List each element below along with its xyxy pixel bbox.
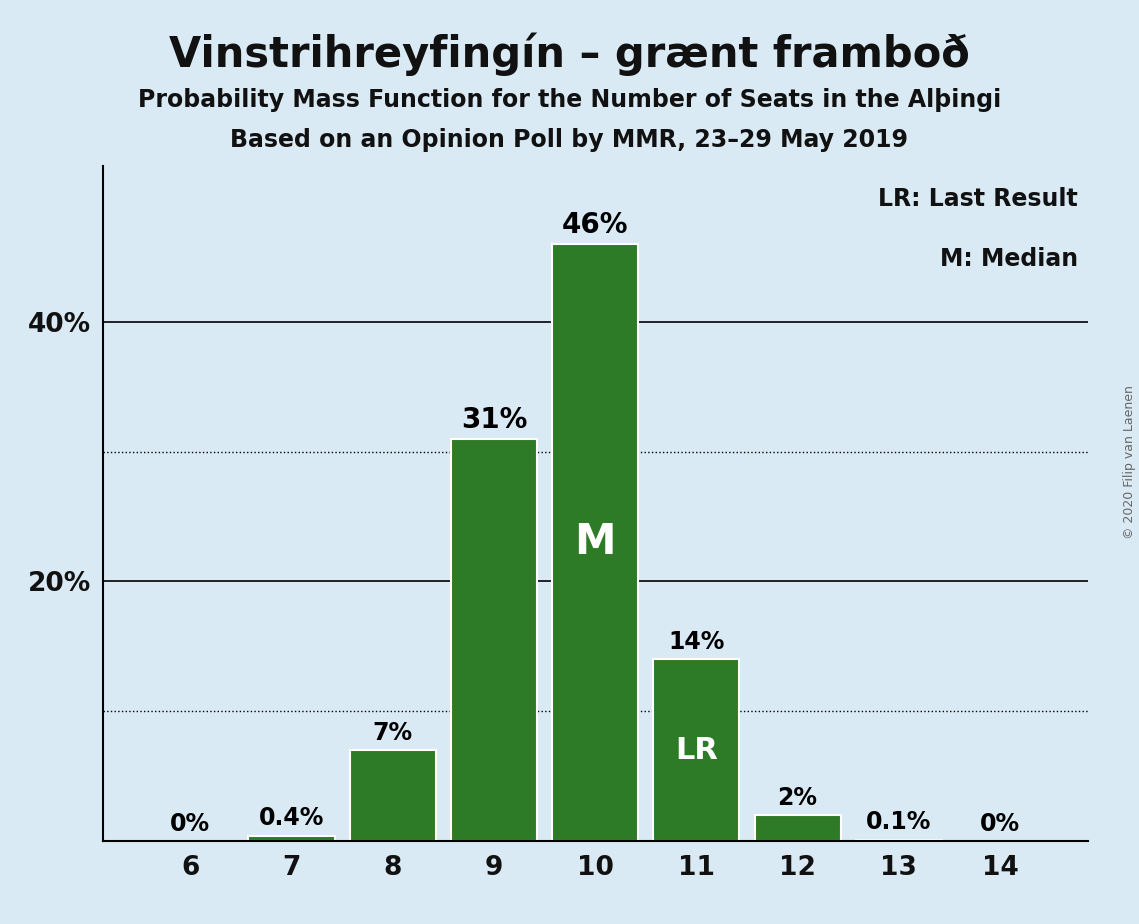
Text: M: Median: M: Median <box>940 248 1077 272</box>
Bar <box>754 815 841 841</box>
Text: Vinstrihreyfingín – grænt framboð: Vinstrihreyfingín – grænt framboð <box>169 32 970 76</box>
Text: Based on an Opinion Poll by MMR, 23–29 May 2019: Based on an Opinion Poll by MMR, 23–29 M… <box>230 128 909 152</box>
Text: 0%: 0% <box>980 811 1021 835</box>
Bar <box>451 439 536 841</box>
Text: 0.1%: 0.1% <box>866 810 932 834</box>
Text: LR: LR <box>675 736 718 764</box>
Text: 0%: 0% <box>170 811 211 835</box>
Text: 7%: 7% <box>372 721 412 745</box>
Bar <box>855 840 942 841</box>
Text: 14%: 14% <box>669 630 724 654</box>
Text: Probability Mass Function for the Number of Seats in the Alþingi: Probability Mass Function for the Number… <box>138 88 1001 112</box>
Bar <box>654 659 739 841</box>
Text: © 2020 Filip van Laenen: © 2020 Filip van Laenen <box>1123 385 1137 539</box>
Text: 0.4%: 0.4% <box>259 807 325 831</box>
Text: 31%: 31% <box>461 406 527 433</box>
Bar <box>552 244 638 841</box>
Bar <box>248 835 335 841</box>
Text: 2%: 2% <box>778 785 818 809</box>
Text: 46%: 46% <box>562 211 629 239</box>
Text: LR: Last Result: LR: Last Result <box>878 187 1077 211</box>
Bar <box>350 750 436 841</box>
Text: M: M <box>574 521 616 564</box>
